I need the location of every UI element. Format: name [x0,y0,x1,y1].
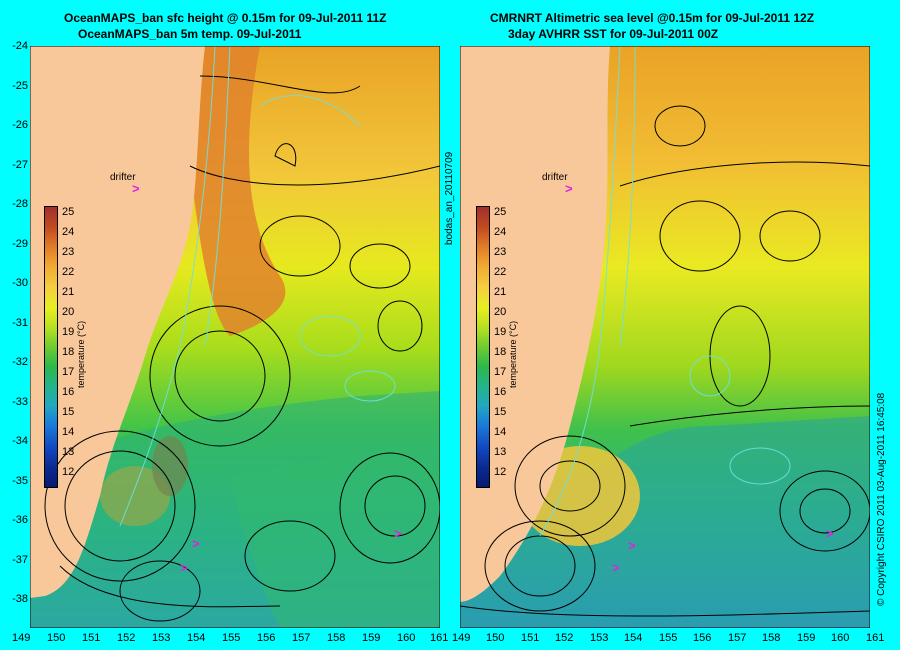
y-tick: -31 [12,317,28,329]
right-map-title: CMRNRT Altimetric sea level @0.15m for 0… [490,10,814,42]
legend-label: 22 [62,266,75,278]
legend-label: 15 [62,406,75,418]
drifter-marker-icon: > [628,538,636,553]
x-tick: 154 [187,632,206,644]
drifter-marker-icon: > [192,536,200,551]
right-title-line1: CMRNRT Altimetric sea level @0.15m for 0… [490,11,815,25]
left-map-title: OceanMAPS_ban sfc height @ 0.15m for 09-… [64,10,387,42]
y-tick: -28 [12,198,28,210]
legend-label: 12 [62,466,75,478]
x-tick: 149 [12,632,31,644]
x-tick: 150 [47,632,66,644]
right-map-svg [460,46,870,628]
legend-title: temperature (°C) [508,320,518,388]
legend-label: 25 [494,206,507,218]
right-title-line2: 3day AVHRR SST for 09-Jul-2011 00Z [508,27,719,41]
y-tick: -33 [12,396,28,408]
legend-label: 16 [494,386,507,398]
y-tick: -35 [12,475,28,487]
legend-label: 13 [494,446,507,458]
y-tick: -27 [12,159,28,171]
x-tick: 160 [397,632,416,644]
x-tick: 156 [693,632,712,644]
x-tick: 160 [831,632,850,644]
drifter-marker-icon: > [180,560,188,575]
y-tick: -37 [12,554,28,566]
legend-label: 24 [494,226,507,238]
temperature-colorbar-left: 25 24 23 22 21 20 19 18 17 16 15 14 13 1… [44,206,84,488]
legend-label: 18 [62,346,75,358]
x-tick: 157 [728,632,747,644]
drifter-marker-icon: > [132,181,140,196]
y-tick: -34 [12,435,28,447]
legend-label: 25 [62,206,75,218]
x-tick: 159 [362,632,381,644]
left-map-panel [30,46,440,628]
y-tick: -29 [12,238,28,250]
x-tick: 155 [222,632,241,644]
legend-label: 24 [62,226,75,238]
legend-label: 12 [494,466,507,478]
analysis-id-label: bodas_an_20110709 [444,151,455,245]
x-tick: 158 [327,632,346,644]
x-tick: 151 [521,632,540,644]
legend-label: 18 [494,346,507,358]
y-tick: -30 [12,277,28,289]
x-tick: 150 [486,632,505,644]
y-tick: -38 [12,593,28,605]
x-tick: 157 [292,632,311,644]
drifter-marker-icon: > [826,526,834,541]
legend-label: 17 [494,366,507,378]
y-tick: -24 [12,40,28,52]
colorbar-gradient [476,206,490,488]
copyright-label: © Copyright CSIRO 2011 03-Aug-2011 16:45… [876,392,887,606]
legend-label: 17 [62,366,75,378]
legend-label: 23 [494,246,507,258]
legend-label: 14 [62,426,75,438]
legend-label: 22 [494,266,507,278]
legend-label: 14 [494,426,507,438]
y-tick: -32 [12,356,28,368]
legend-label: 21 [62,286,75,298]
drifter-marker-icon: > [565,181,573,196]
legend-label: 23 [62,246,75,258]
x-tick: 152 [555,632,574,644]
legend-label: 20 [62,306,75,318]
x-tick: 159 [797,632,816,644]
left-map-svg [30,46,440,628]
x-tick: 156 [257,632,276,644]
y-tick: -36 [12,514,28,526]
drifter-label-left: drifter [110,172,136,183]
x-tick: 161 [430,632,449,644]
legend-label: 19 [62,326,75,338]
legend-label: 20 [494,306,507,318]
x-tick: 153 [590,632,609,644]
x-tick: 152 [117,632,136,644]
x-tick: 158 [762,632,781,644]
x-tick: 149 [452,632,471,644]
legend-title: temperature (°C) [76,320,86,388]
right-map-panel [460,46,870,628]
legend-label: 13 [62,446,75,458]
drifter-label-right: drifter [542,172,568,183]
y-tick: -26 [12,119,28,131]
legend-label: 21 [494,286,507,298]
x-tick: 154 [624,632,643,644]
x-tick: 155 [659,632,678,644]
left-title-line2: OceanMAPS_ban 5m temp. 09-Jul-2011 [78,27,302,41]
legend-label: 16 [62,386,75,398]
drifter-marker-icon: > [394,526,402,541]
drifter-marker-icon: > [612,560,620,575]
left-title-line1: OceanMAPS_ban sfc height @ 0.15m for 09-… [64,11,387,25]
colorbar-gradient [44,206,58,488]
x-tick: 153 [152,632,171,644]
y-tick: -25 [12,80,28,92]
legend-label: 19 [494,326,507,338]
legend-label: 15 [494,406,507,418]
x-tick: 161 [866,632,885,644]
temperature-colorbar-right: 25 24 23 22 21 20 19 18 17 16 15 14 13 1… [476,206,516,488]
x-tick: 151 [82,632,101,644]
